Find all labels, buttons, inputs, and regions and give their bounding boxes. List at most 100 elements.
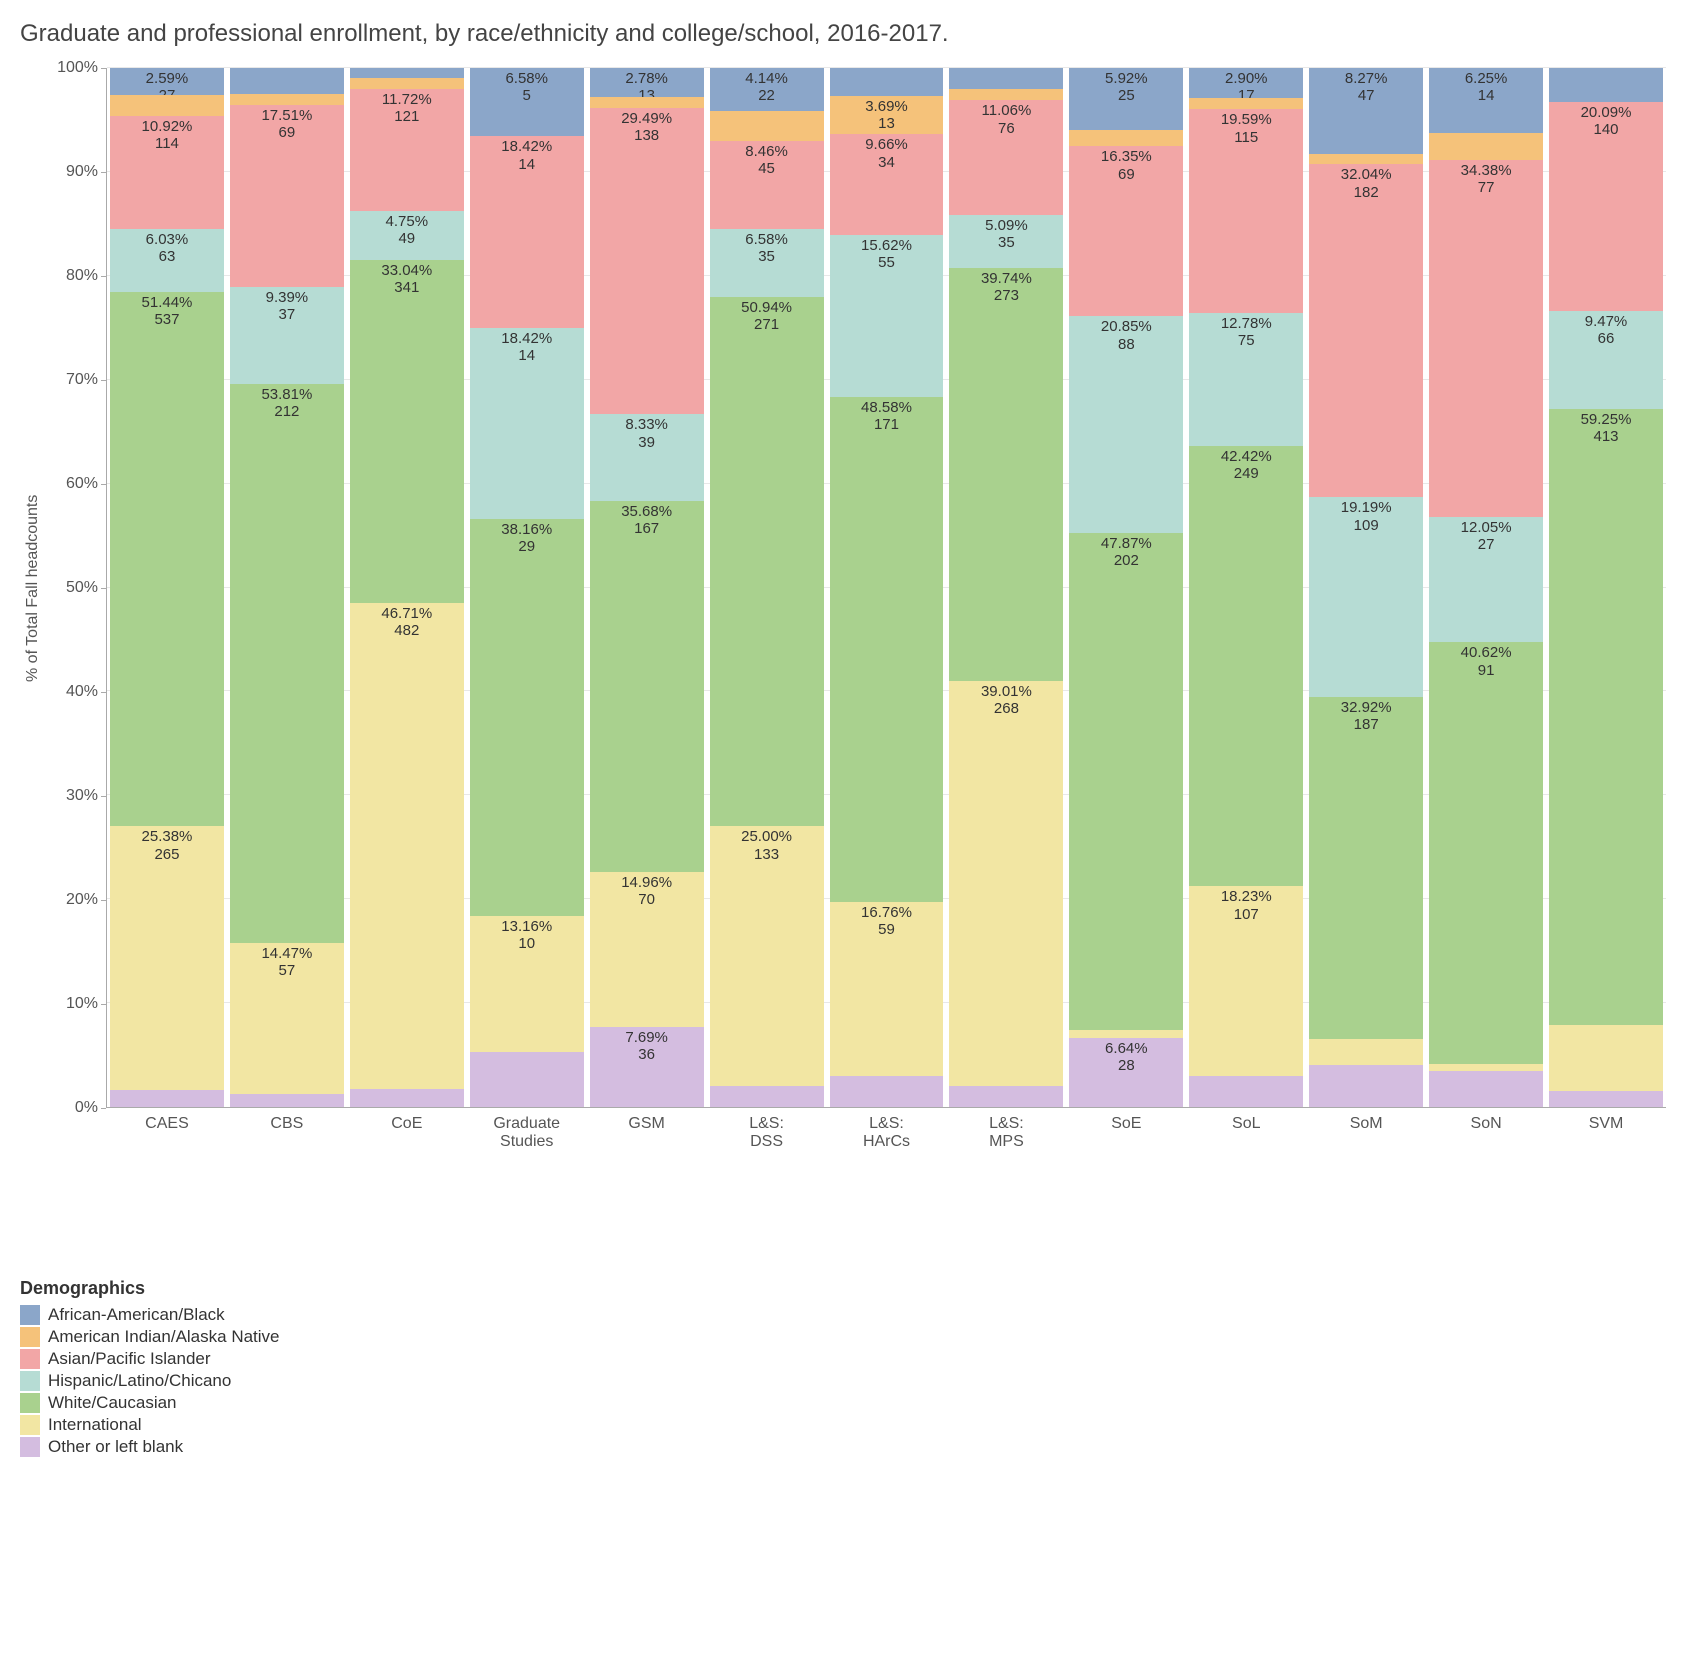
bars-container: 25.38%265 51.44%537 6.03%63 10.92%114 2.59%2… — [107, 68, 1666, 1107]
bar-segment-american_indian: 3.69%13 — [830, 96, 944, 134]
bar-segment-african_american: 6.58%5 — [470, 68, 584, 136]
bar-column: 39.01%26839.74%2735.09%3511.06%76L&S:MPS — [946, 68, 1066, 1107]
bar-segment-white: 59.25%413 — [1549, 409, 1663, 1025]
bar-segment-american_indian — [1309, 154, 1423, 164]
x-axis-label: GraduateStudies — [467, 1107, 587, 1152]
segment-label: 7.69%36 — [625, 1029, 668, 1064]
segment-label: 32.04%182 — [1341, 166, 1392, 201]
bar-segment-asian_pacific: 11.72%121 — [350, 89, 464, 211]
segment-label: 42.42%249 — [1221, 448, 1272, 483]
segment-label: 18.42%14 — [501, 330, 552, 365]
segment-label: 8.33%39 — [625, 416, 668, 451]
bar-segment-international: 18.23%107 — [1189, 886, 1303, 1075]
bar-segment-hispanic: 4.75%49 — [350, 211, 464, 260]
bar-column: 13.16%1038.16%2918.42%1418.42%146.58%5Gr… — [467, 68, 587, 1107]
segment-label: 25.38%265 — [142, 828, 193, 863]
bar-segment-hispanic: 19.19%109 — [1309, 497, 1423, 696]
bar-segment-african_american: 4.14%22 — [710, 68, 824, 111]
bar-column: 18.23%107 42.42%249 12.78%7519.59%115 2.90%… — [1186, 68, 1306, 1107]
bar-segment-other — [230, 1094, 344, 1108]
bar-segment-american_indian — [590, 97, 704, 108]
segment-label: 39.74%273 — [981, 270, 1032, 305]
legend-swatch — [20, 1349, 40, 1369]
bar-segment-african_american: 8.27%47 — [1309, 68, 1423, 154]
bar-segment-white: 42.42%249 — [1189, 446, 1303, 887]
bar-segment-american_indian — [350, 78, 464, 88]
segment-label: 8.27%47 — [1345, 70, 1388, 105]
bar-segment-other — [110, 1090, 224, 1107]
bar-segment-hispanic: 18.42%14 — [470, 328, 584, 519]
x-axis-label: L&S:MPS — [946, 1107, 1066, 1152]
bar-segment-american_indian — [1189, 98, 1303, 109]
bar-segment-asian_pacific: 16.35%69 — [1069, 146, 1183, 316]
bar-column: 14.47%5753.81%2129.39%3717.51%69CBS — [227, 68, 347, 1107]
segment-label: 10.92%114 — [142, 118, 193, 153]
segment-label: 6.64%28 — [1105, 1040, 1148, 1075]
y-tick: 10% — [66, 995, 98, 1013]
bar-segment-other: 6.64%28 — [1069, 1038, 1183, 1107]
bar-segment-other — [1189, 1076, 1303, 1107]
segment-label: 53.81%212 — [261, 386, 312, 421]
x-axis-label: SoM — [1306, 1107, 1426, 1133]
bar-segment-african_american: 2.90%17 — [1189, 68, 1303, 98]
bar-segment-asian_pacific: 34.38%77 — [1429, 160, 1543, 517]
x-axis-label: GSM — [587, 1107, 707, 1133]
legend-item: International — [20, 1415, 1666, 1435]
segment-label: 5.09%35 — [985, 217, 1028, 252]
segment-label: 33.04%341 — [381, 262, 432, 297]
segment-label: 2.78%13 — [625, 70, 668, 97]
bar-segment-asian_pacific: 29.49%138 — [590, 108, 704, 414]
segment-label: 11.72%121 — [382, 91, 432, 126]
bar-segment-asian_pacific: 11.06%76 — [949, 100, 1063, 215]
bar-segment-asian_pacific: 32.04%182 — [1309, 164, 1423, 497]
bar-segment-hispanic: 9.39%37 — [230, 287, 344, 385]
bar-segment-hispanic: 20.85%88 — [1069, 316, 1183, 533]
segment-label: 50.94%271 — [741, 299, 792, 334]
segment-label: 18.42%14 — [501, 138, 552, 173]
y-tick: 60% — [66, 475, 98, 493]
bar-segment-asian_pacific: 10.92%114 — [110, 116, 224, 229]
y-tick: 90% — [66, 163, 98, 181]
bar-segment-white: 47.87%202 — [1069, 533, 1183, 1030]
bar-segment-hispanic: 15.62%55 — [830, 235, 944, 397]
bar-column: 40.62%9112.05%2734.38%776.25%14SoN — [1426, 68, 1546, 1107]
bar-segment-african_american: 2.59%27 — [110, 68, 224, 95]
bar-segment-hispanic: 12.05%27 — [1429, 517, 1543, 642]
segment-label: 51.44%537 — [142, 294, 193, 329]
x-axis-label: SVM — [1546, 1107, 1666, 1133]
y-tick: 20% — [66, 891, 98, 909]
segment-label: 18.23%107 — [1221, 888, 1272, 923]
bar-segment-international: 13.16%10 — [470, 916, 584, 1053]
bar-segment-white: 50.94%271 — [710, 297, 824, 826]
legend-label: Asian/Pacific Islander — [48, 1349, 211, 1369]
bar-segment-hispanic: 5.09%35 — [949, 215, 1063, 268]
segment-label: 39.01%268 — [981, 683, 1032, 718]
bar-segment-asian_pacific: 17.51%69 — [230, 105, 344, 287]
segment-label: 2.90%17 — [1225, 70, 1268, 98]
x-axis-label: CBS — [227, 1107, 347, 1133]
bar-column: 7.69%3614.96%7035.68%1678.33%3929.49%138… — [587, 68, 707, 1107]
segment-label: 9.39%37 — [266, 289, 309, 324]
bar-segment-international — [1429, 1064, 1543, 1070]
segment-label: 4.14%22 — [745, 70, 788, 105]
segment-label: 6.03%63 — [146, 231, 189, 266]
y-tick: 30% — [66, 787, 98, 805]
bar-segment-asian_pacific: 19.59%115 — [1189, 109, 1303, 313]
segment-label: 46.71%482 — [381, 605, 432, 640]
segment-label: 47.87%202 — [1101, 535, 1152, 570]
legend-label: White/Caucasian — [48, 1393, 177, 1413]
y-tick: 50% — [66, 579, 98, 597]
segment-label: 17.51%69 — [261, 107, 312, 142]
bar-segment-international: 14.47%57 — [230, 943, 344, 1093]
segment-label: 11.06%76 — [982, 102, 1032, 137]
bar-segment-american_indian — [949, 89, 1063, 100]
bar-segment-white: 48.58%171 — [830, 397, 944, 902]
y-tick: 100% — [57, 59, 98, 77]
segment-label: 16.76%59 — [861, 904, 912, 939]
y-tick: 0% — [75, 1099, 98, 1117]
segment-label: 32.92%187 — [1341, 699, 1392, 734]
legend-item: Asian/Pacific Islander — [20, 1349, 1666, 1369]
segment-label: 19.19%109 — [1341, 499, 1392, 534]
segment-label: 5.92%25 — [1105, 70, 1148, 105]
segment-label: 12.78%75 — [1221, 315, 1272, 350]
